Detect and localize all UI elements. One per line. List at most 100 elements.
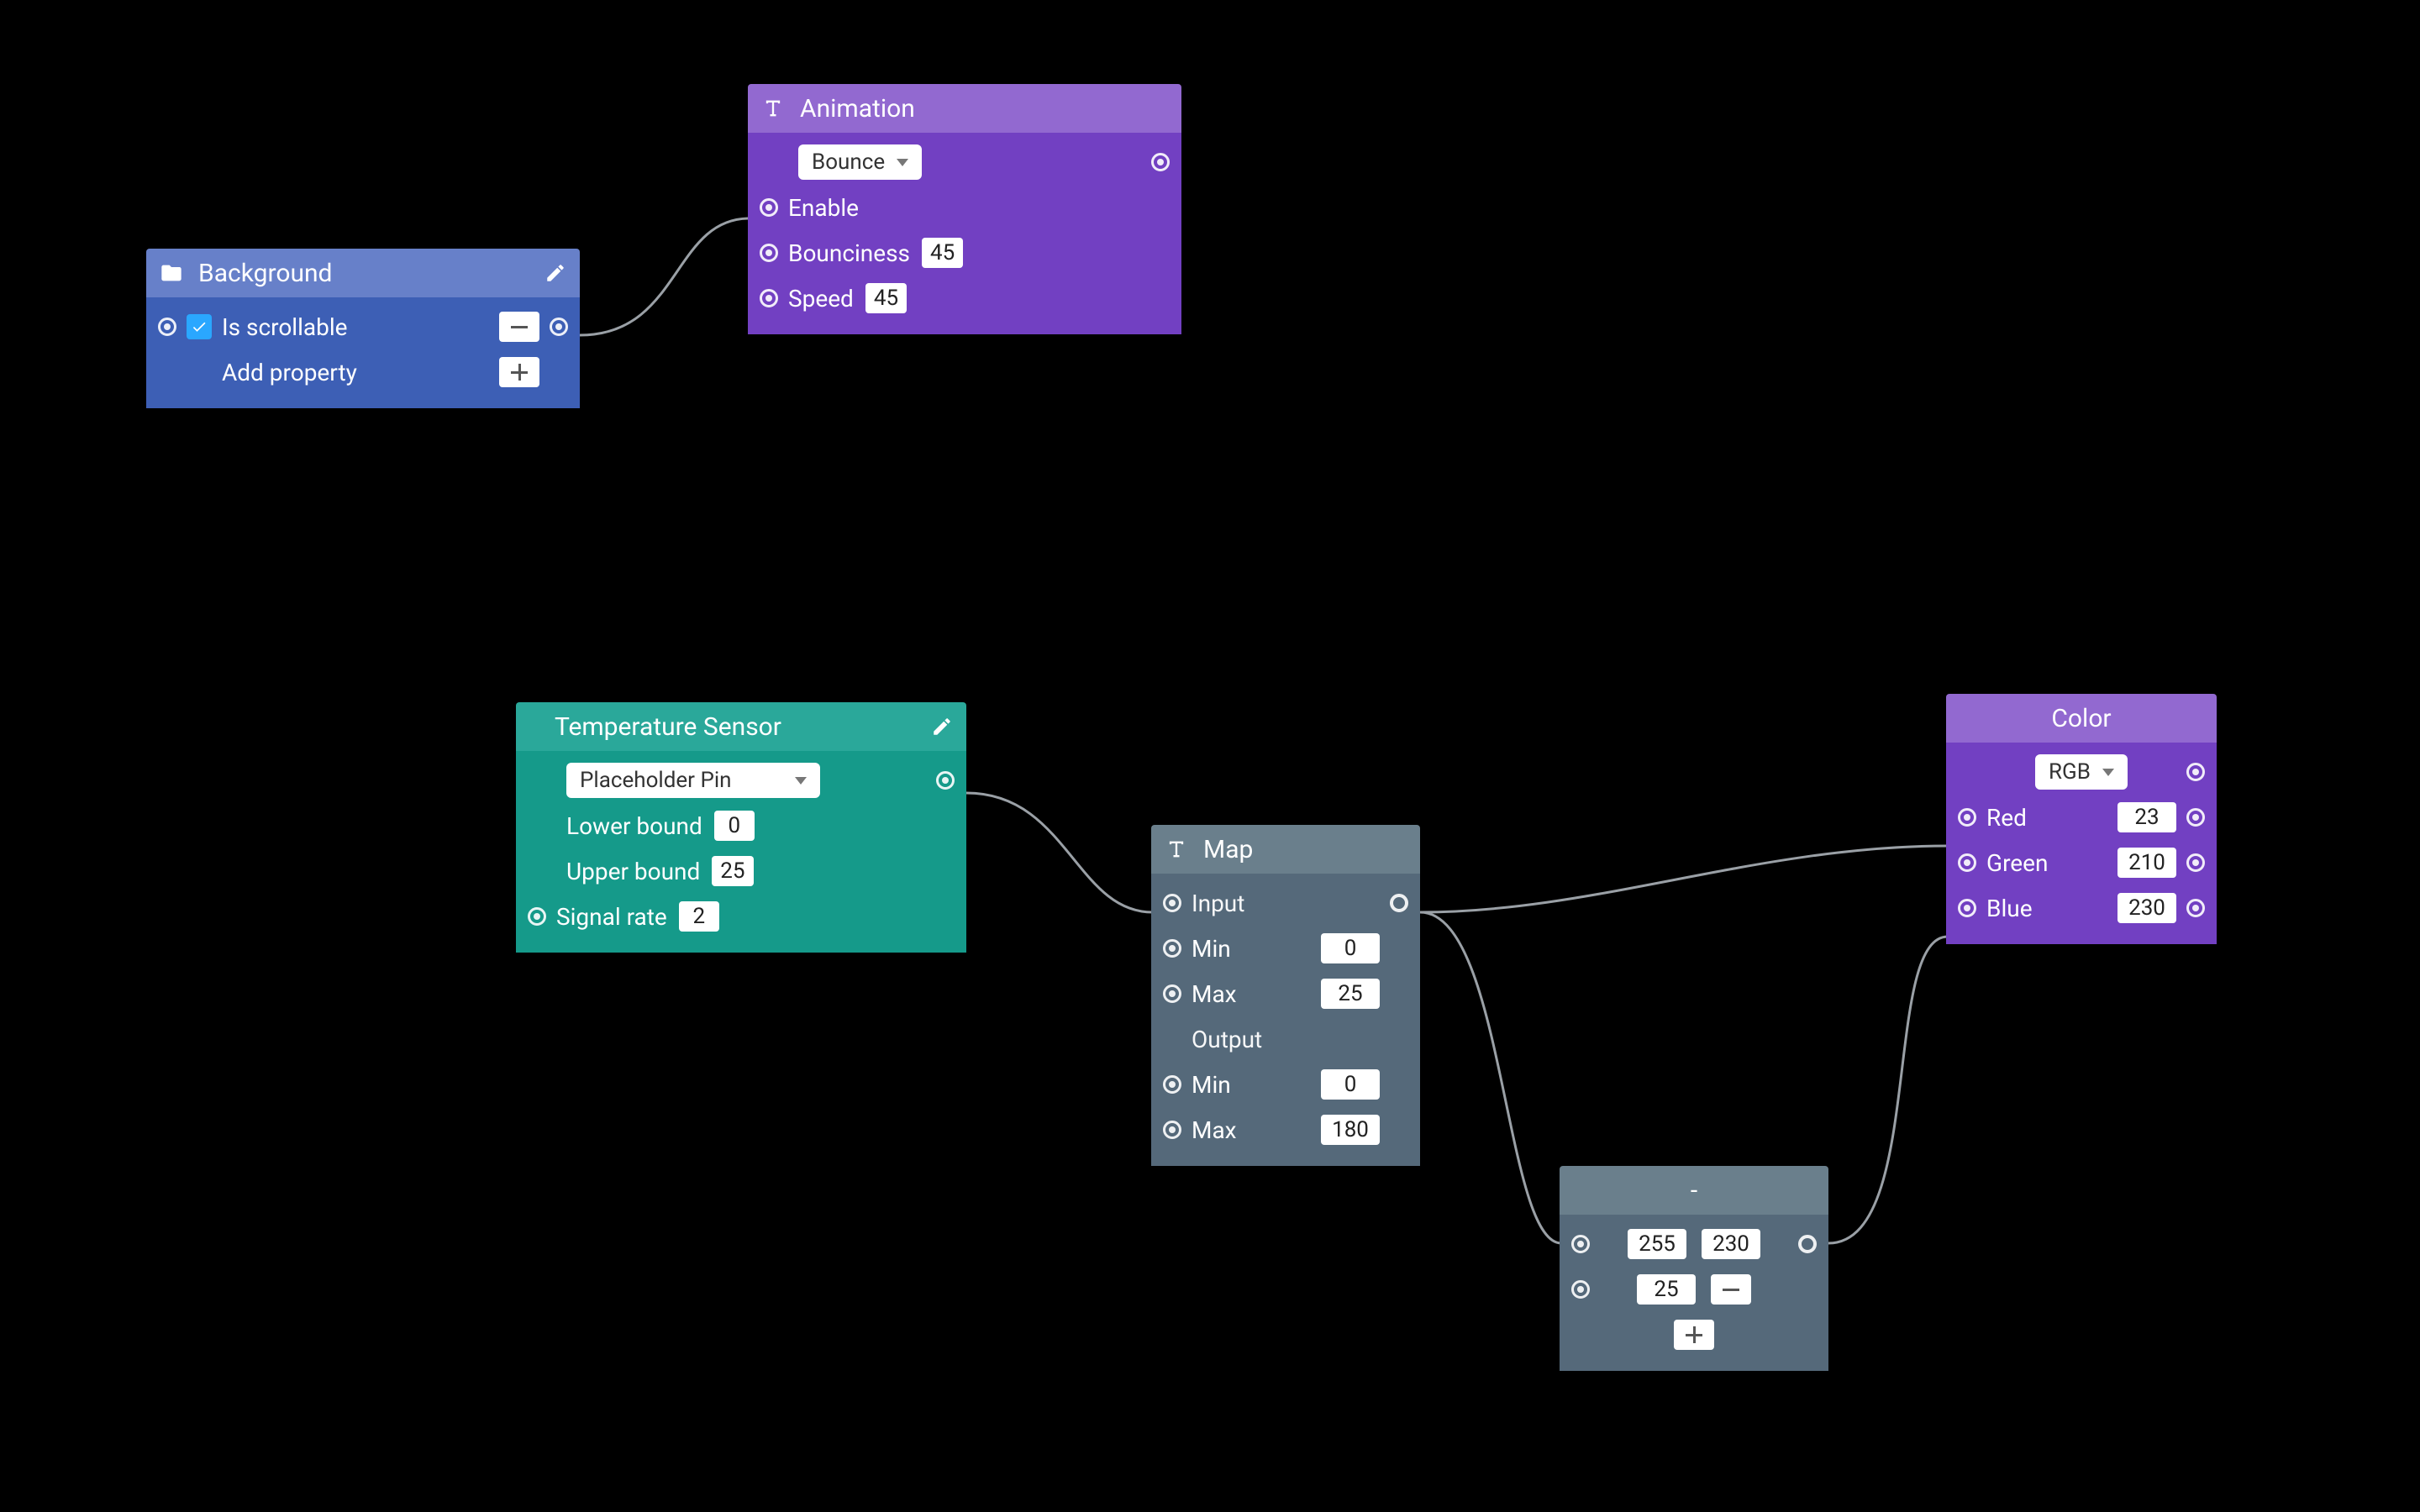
port-in-bounciness[interactable]: [760, 244, 778, 262]
port-in-sub-a[interactable]: [1571, 1235, 1590, 1253]
node-animation-header[interactable]: Animation: [748, 84, 1181, 133]
port-in-map-min[interactable]: [1163, 939, 1181, 958]
port-out-red[interactable]: [2186, 808, 2205, 827]
remove-button[interactable]: [499, 312, 539, 342]
label-upper-bound: Upper bound: [566, 858, 700, 885]
port-in-green[interactable]: [1958, 853, 1976, 872]
field-map-out-max[interactable]: 180: [1321, 1115, 1380, 1145]
field-green[interactable]: 210: [2118, 848, 2176, 878]
field-upper-bound[interactable]: 25: [712, 856, 753, 886]
label-map-out-max: Max: [1192, 1116, 1237, 1144]
node-color-body: RGB Red 23 Green 210 Blue 230: [1946, 743, 2217, 944]
port-in-red[interactable]: [1958, 808, 1976, 827]
port-in-map-max[interactable]: [1163, 984, 1181, 1003]
row-upper-bound: Upper bound 25: [516, 848, 966, 894]
animation-type-dropdown[interactable]: Bounce: [798, 144, 922, 180]
port-out-green[interactable]: [2186, 853, 2205, 872]
node-animation[interactable]: Animation Bounce Enable Bounciness 45 Sp…: [748, 84, 1181, 334]
add-operand-button[interactable]: [1674, 1320, 1714, 1350]
row-sub-2: 25: [1560, 1267, 1828, 1312]
port-out-color[interactable]: [2186, 763, 2205, 781]
label-bounciness: Bounciness: [788, 239, 910, 267]
label-lower-bound: Lower bound: [566, 812, 702, 840]
label-is-scrollable: Is scrollable: [222, 313, 348, 341]
node-subtract-body: 255 230 25: [1560, 1215, 1828, 1371]
port-out-scrollable[interactable]: [550, 318, 568, 336]
field-speed[interactable]: 45: [865, 283, 907, 313]
label-green: Green: [1986, 849, 2048, 877]
node-subtract-title: -: [1691, 1176, 1697, 1205]
port-out-map[interactable]: [1390, 894, 1408, 912]
row-signal-rate: Signal rate 2: [516, 894, 966, 939]
row-blue: Blue 230: [1946, 885, 2217, 931]
field-map-in-max[interactable]: 25: [1321, 979, 1380, 1009]
color-mode-dropdown[interactable]: RGB: [2035, 754, 2128, 790]
row-speed: Speed 45: [748, 276, 1181, 321]
port-in-map-out-min[interactable]: [1163, 1075, 1181, 1094]
port-out-sub[interactable]: [1798, 1235, 1817, 1253]
row-sub-add: [1560, 1312, 1828, 1357]
field-map-in-min[interactable]: 0: [1321, 933, 1380, 963]
edit-icon[interactable]: [544, 262, 566, 284]
field-sub-result[interactable]: 230: [1702, 1229, 1760, 1259]
label-map-in-min: Min: [1192, 935, 1231, 963]
node-temperature-title: Temperature Sensor: [529, 712, 931, 742]
field-bounciness[interactable]: 45: [922, 238, 963, 268]
node-color[interactable]: Color RGB Red 23 Green 210 Blue: [1946, 694, 2217, 944]
add-property-button[interactable]: [499, 357, 539, 387]
row-temp-pin: Placeholder Pin: [516, 758, 966, 803]
port-out-animation-type[interactable]: [1151, 153, 1170, 171]
label-enable: Enable: [788, 194, 859, 222]
label-map-in-max: Max: [1192, 980, 1237, 1008]
port-in-speed[interactable]: [760, 289, 778, 307]
field-lower-bound[interactable]: 0: [714, 811, 755, 841]
label-speed: Speed: [788, 285, 854, 312]
port-in-scrollable[interactable]: [158, 318, 176, 336]
node-color-title: Color: [2051, 704, 2111, 733]
label-red: Red: [1986, 804, 2027, 832]
port-in-signal-rate[interactable]: [528, 907, 546, 926]
field-sub-b[interactable]: 25: [1637, 1274, 1696, 1305]
node-map-header[interactable]: Map: [1151, 825, 1420, 874]
node-map[interactable]: Map Input Min 0 Max 25 Output Min 0: [1151, 825, 1420, 1166]
row-color-mode: RGB: [1946, 749, 2217, 795]
row-map-input-label: Input: [1151, 880, 1420, 926]
node-temperature-header[interactable]: Temperature Sensor: [516, 702, 966, 751]
field-sub-a[interactable]: 255: [1628, 1229, 1686, 1259]
pin-value: Placeholder Pin: [580, 768, 732, 793]
node-animation-title: Animation: [800, 94, 1168, 123]
port-in-blue[interactable]: [1958, 899, 1976, 917]
node-background[interactable]: Background Is scrollable Add property: [146, 249, 580, 408]
field-red[interactable]: 23: [2118, 802, 2176, 832]
row-map-out-max: Max 180: [1151, 1107, 1420, 1152]
folder-icon: [160, 261, 183, 285]
node-temperature-body: Placeholder Pin Lower bound 0 Upper boun…: [516, 751, 966, 953]
node-temperature[interactable]: Temperature Sensor Placeholder Pin Lower…: [516, 702, 966, 953]
remove-operand-button[interactable]: [1711, 1274, 1751, 1305]
node-subtract-header[interactable]: -: [1560, 1166, 1828, 1215]
row-is-scrollable: Is scrollable: [146, 304, 580, 349]
port-out-blue[interactable]: [2186, 899, 2205, 917]
port-in-map-out-max[interactable]: [1163, 1121, 1181, 1139]
node-background-header[interactable]: Background: [146, 249, 580, 297]
row-lower-bound: Lower bound 0: [516, 803, 966, 848]
port-in-sub-b[interactable]: [1571, 1280, 1590, 1299]
field-map-out-min[interactable]: 0: [1321, 1069, 1380, 1100]
port-in-enable[interactable]: [760, 198, 778, 217]
node-animation-body: Bounce Enable Bounciness 45 Speed 45: [748, 133, 1181, 334]
port-in-map-input[interactable]: [1163, 894, 1181, 912]
node-color-header[interactable]: Color: [1946, 694, 2217, 743]
field-signal-rate[interactable]: 2: [679, 901, 719, 932]
row-map-out-min: Min 0: [1151, 1062, 1420, 1107]
node-map-body: Input Min 0 Max 25 Output Min 0 Max: [1151, 874, 1420, 1166]
pin-dropdown[interactable]: Placeholder Pin: [566, 763, 820, 798]
animation-type-value: Bounce: [812, 150, 885, 175]
edit-icon[interactable]: [931, 716, 953, 738]
node-subtract[interactable]: - 255 230 25: [1560, 1166, 1828, 1371]
row-map-output-label: Output: [1151, 1016, 1420, 1062]
port-out-temperature[interactable]: [936, 771, 955, 790]
node-map-title: Map: [1203, 835, 1407, 864]
field-blue[interactable]: 230: [2118, 893, 2176, 923]
type-icon: [761, 97, 785, 120]
checkbox-is-scrollable[interactable]: [187, 314, 212, 339]
